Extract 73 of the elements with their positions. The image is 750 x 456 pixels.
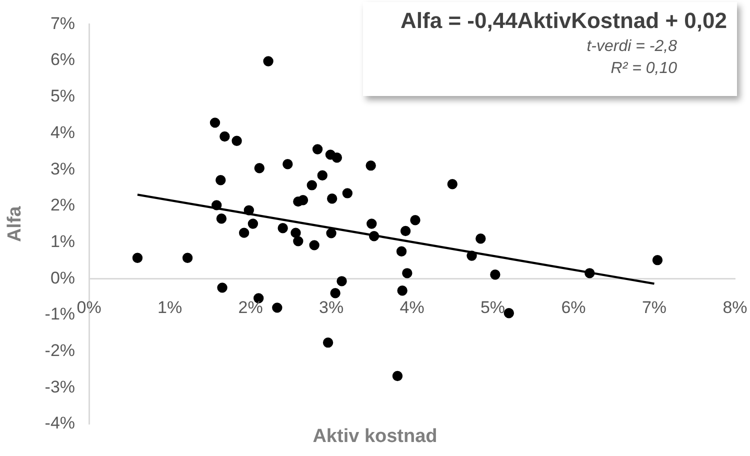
point xyxy=(244,205,254,216)
point xyxy=(366,218,377,229)
point xyxy=(652,254,663,266)
point xyxy=(476,234,486,244)
y-tick-label: 0% xyxy=(50,268,76,288)
point xyxy=(584,268,595,278)
point xyxy=(282,159,293,170)
point xyxy=(490,270,500,280)
point xyxy=(216,214,227,224)
y-tick-label: 6% xyxy=(50,50,76,70)
point xyxy=(466,250,477,261)
x-tick-label: 7% xyxy=(642,298,667,317)
point xyxy=(212,200,222,210)
y-tick-label: -2% xyxy=(44,340,76,360)
point xyxy=(248,218,258,229)
point xyxy=(182,252,193,263)
annotation: Alfa = -0,44AktivKostnad + 0,02 xyxy=(400,8,727,34)
x-tick-label: 2% xyxy=(238,298,263,317)
x-tick-label: 0% xyxy=(76,298,102,317)
y-tick-label: -4% xyxy=(44,414,76,433)
point xyxy=(330,288,340,298)
point xyxy=(272,302,282,313)
point xyxy=(317,170,328,180)
point xyxy=(290,228,301,238)
point xyxy=(332,152,342,163)
point xyxy=(504,308,514,318)
x-tick-label: 1% xyxy=(157,298,182,317)
point xyxy=(312,144,323,154)
y-tick-label: 3% xyxy=(50,159,76,178)
point xyxy=(397,286,408,296)
y-tick-label: 5% xyxy=(50,86,76,106)
x-tick-label: 5% xyxy=(480,298,506,317)
point xyxy=(298,195,308,206)
point xyxy=(368,230,380,242)
y-tick-label: -1% xyxy=(44,304,76,324)
annotation: t-verdi = -2,8 xyxy=(586,38,678,56)
point xyxy=(263,56,274,66)
y-tick-label: 2% xyxy=(50,196,76,215)
point xyxy=(254,163,265,174)
y-tick-label: 4% xyxy=(50,122,76,142)
point xyxy=(336,276,347,286)
point xyxy=(232,136,242,146)
point xyxy=(326,194,338,204)
x-tick-label: 3% xyxy=(318,298,344,317)
point xyxy=(410,215,420,226)
point xyxy=(238,228,250,238)
x-tick-label: 6% xyxy=(561,298,586,317)
point xyxy=(326,228,336,238)
point xyxy=(278,223,288,234)
point xyxy=(447,179,458,190)
point xyxy=(306,180,317,190)
annotation: R² = 0,10 xyxy=(610,60,678,78)
point xyxy=(217,282,228,293)
x-axis-title: Aktiv kostnad xyxy=(312,426,438,447)
point xyxy=(342,188,353,198)
x-tick-label: 8% xyxy=(722,298,748,317)
point xyxy=(220,131,230,142)
y-axis-title: Alfa xyxy=(4,206,26,242)
point xyxy=(392,370,403,382)
point xyxy=(309,240,320,250)
y-tick-label: 7% xyxy=(50,14,76,33)
point xyxy=(293,236,304,246)
y-tick-label: 1% xyxy=(50,232,76,251)
point xyxy=(396,246,407,256)
point xyxy=(366,160,376,171)
point xyxy=(402,268,412,278)
point xyxy=(322,337,334,348)
y-tick-label: -3% xyxy=(44,377,76,396)
point xyxy=(216,175,226,186)
point xyxy=(210,118,220,128)
point xyxy=(400,226,411,236)
x-tick-label: 4% xyxy=(400,298,424,317)
point xyxy=(132,252,143,263)
